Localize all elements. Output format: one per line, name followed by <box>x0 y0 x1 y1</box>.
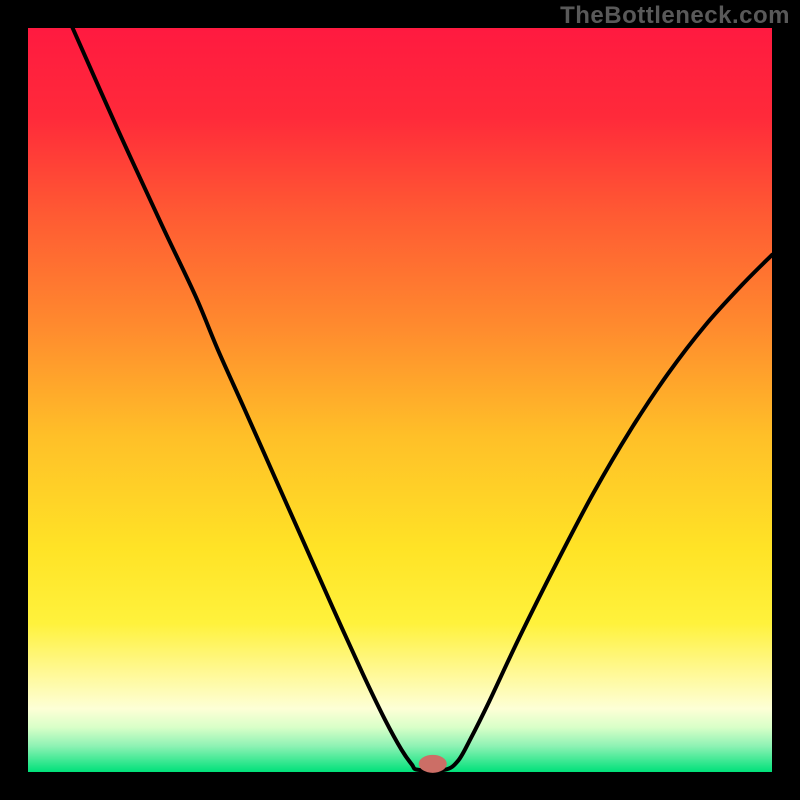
minimum-marker <box>419 755 447 773</box>
chart-frame: TheBottleneck.com <box>0 0 800 800</box>
bottleneck-chart <box>0 0 800 800</box>
watermark-text: TheBottleneck.com <box>560 2 790 30</box>
gradient-background <box>28 28 772 772</box>
